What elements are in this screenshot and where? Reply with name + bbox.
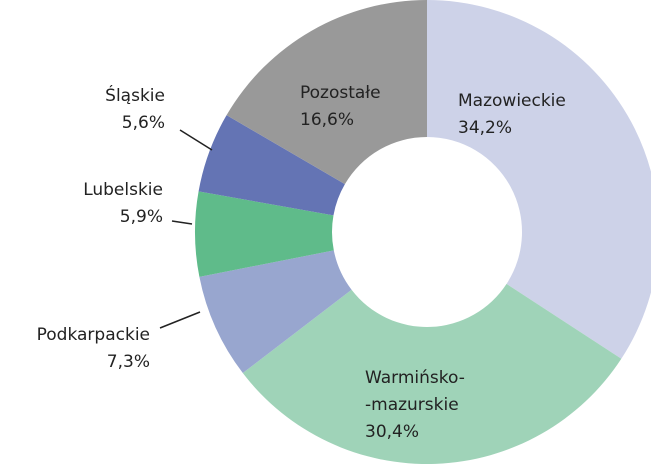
slice-value-label: 7,3% [107,352,150,372]
leader-line [179,129,213,151]
slice-label: Pozostałe [300,83,381,103]
label-line: -mazurskie [365,395,459,415]
slice-label: Podkarpackie [37,325,150,345]
slice-value-label: 5,9% [120,207,163,227]
slice [199,250,352,374]
slice [242,283,622,464]
slice [198,115,345,216]
slice-label: Śląskie [105,84,165,106]
slice-value-label: 5,6% [122,113,165,133]
slice [194,191,334,277]
leader-line [159,311,201,329]
slice-value-label: 16,6% [300,110,354,130]
slice [226,0,427,185]
slice-value-label: 30,4% [365,422,419,442]
slice [427,0,651,359]
slice-label: Lubelskie [83,180,163,200]
slices [194,0,651,464]
leader-line [171,220,193,225]
slice-label: Mazowieckie [458,91,566,111]
slice-label: Warmińsko- -mazurskie [365,368,465,415]
label-line: Warmińsko- [365,368,465,388]
slice-value-label: 34,2% [458,118,512,138]
